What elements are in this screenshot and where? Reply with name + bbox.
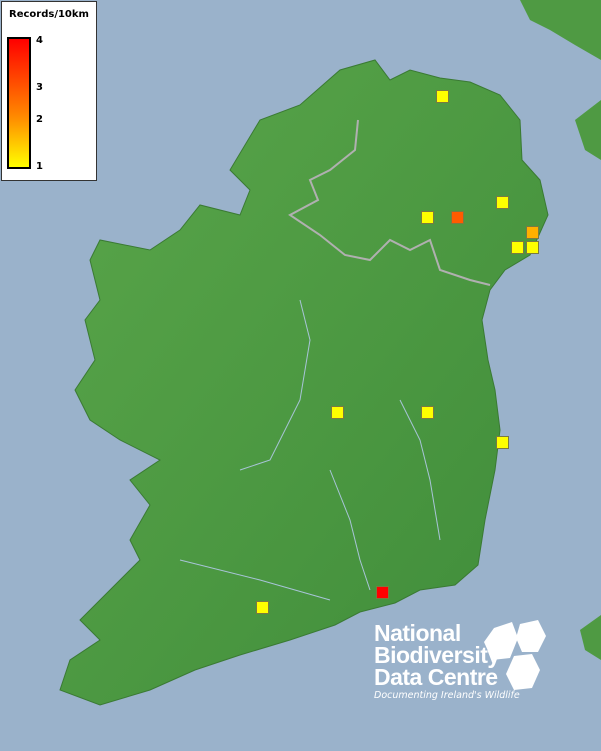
scotland-landmass	[520, 0, 601, 60]
legend-tick-3: 3	[36, 82, 43, 93]
legend-color-ramp	[7, 37, 31, 169]
nbdc-logo[interactable]: National Biodiversity Data Centre Docume…	[374, 620, 546, 701]
scotland-coast-east	[575, 100, 601, 160]
record-square[interactable]	[451, 211, 464, 224]
legend: Records/10km 4 3 2 1	[1, 1, 97, 181]
ni-border	[288, 119, 491, 286]
record-square[interactable]	[421, 406, 434, 419]
record-square[interactable]	[511, 241, 524, 254]
legend-title: Records/10km	[9, 9, 89, 20]
record-square[interactable]	[526, 226, 539, 239]
logo-tagline: Documenting Ireland's Wildlife	[374, 690, 520, 701]
logo-line-3: Data Centre	[374, 664, 498, 690]
logo-line-2: Biodiversity	[374, 642, 500, 668]
record-square[interactable]	[526, 241, 539, 254]
record-square[interactable]	[496, 196, 509, 209]
legend-tick-4: 4	[36, 35, 43, 46]
legend-tick-2: 2	[36, 114, 43, 125]
record-square[interactable]	[376, 586, 389, 599]
record-square[interactable]	[421, 211, 434, 224]
ireland-landmass	[59, 59, 549, 706]
record-square[interactable]	[496, 436, 509, 449]
record-square[interactable]	[436, 90, 449, 103]
rivers	[179, 299, 441, 601]
wales-landmass	[580, 615, 601, 660]
record-square[interactable]	[256, 601, 269, 614]
logo-line-1: National	[374, 620, 461, 646]
record-square[interactable]	[331, 406, 344, 419]
logo-hexagons-icon	[484, 620, 546, 690]
legend-tick-1: 1	[36, 161, 43, 172]
